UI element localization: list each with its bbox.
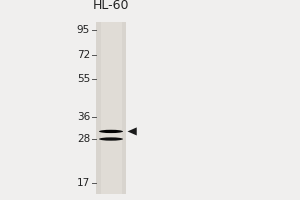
- Text: 95: 95: [77, 25, 90, 35]
- Bar: [96, 22, 126, 194]
- Text: 17: 17: [77, 178, 90, 188]
- Text: 36: 36: [77, 112, 90, 122]
- Bar: [100, 22, 122, 194]
- Text: 28: 28: [77, 134, 90, 144]
- Text: 72: 72: [77, 50, 90, 60]
- Text: HL-60: HL-60: [93, 0, 129, 12]
- Text: 55: 55: [77, 74, 90, 84]
- Ellipse shape: [99, 137, 123, 141]
- Ellipse shape: [99, 130, 123, 133]
- Polygon shape: [128, 127, 137, 135]
